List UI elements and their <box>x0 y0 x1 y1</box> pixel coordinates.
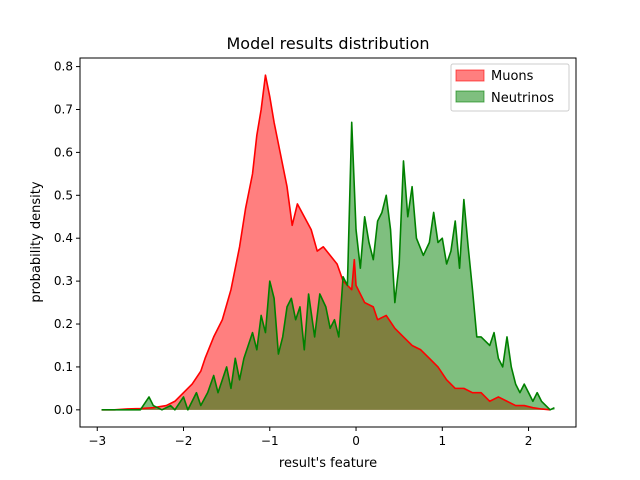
legend-label-muons: Muons <box>491 69 534 84</box>
legend-label-neutrinos: Neutrinos <box>491 91 554 106</box>
x-tick-label: 0 <box>352 434 360 448</box>
legend-swatch-muons <box>455 69 485 82</box>
x-tick-label: 1 <box>438 434 446 448</box>
series-line-neutrinos <box>101 121 555 411</box>
x-tick-label: 2 <box>525 434 533 448</box>
y-tick-label: 0.0 <box>54 403 73 417</box>
y-tick-label: 0.8 <box>54 60 73 74</box>
y-tick-label: 0.2 <box>54 317 73 331</box>
x-tick-label: −3 <box>88 434 106 448</box>
y-tick-label: 0.5 <box>54 188 73 202</box>
y-tick-label: 0.4 <box>54 231 73 245</box>
x-tick-label: −2 <box>175 434 193 448</box>
chart-title: Model results distribution <box>227 34 430 53</box>
x-axis-label: result's feature <box>279 456 377 471</box>
series-line-muons <box>101 74 551 411</box>
y-tick-label: 0.3 <box>54 274 73 288</box>
y-tick-label: 0.6 <box>54 145 73 159</box>
series-area-neutrinos <box>101 122 555 410</box>
y-tick-label: 0.1 <box>54 360 73 374</box>
x-axis-ticks: −3 −2 −1 0 1 2 <box>88 427 532 448</box>
plot-frame <box>79 57 577 428</box>
y-tick-label: 0.7 <box>54 102 73 116</box>
y-axis-ticks: 0.0 0.1 0.2 0.3 0.4 0.5 0.6 0.7 0.8 <box>54 60 80 417</box>
legend: Muons Neutrinos <box>450 63 570 112</box>
series-layer <box>101 74 555 411</box>
y-axis-label: probability density <box>29 181 44 302</box>
legend-swatch-neutrinos <box>455 90 485 103</box>
x-tick-label: −1 <box>261 434 279 448</box>
